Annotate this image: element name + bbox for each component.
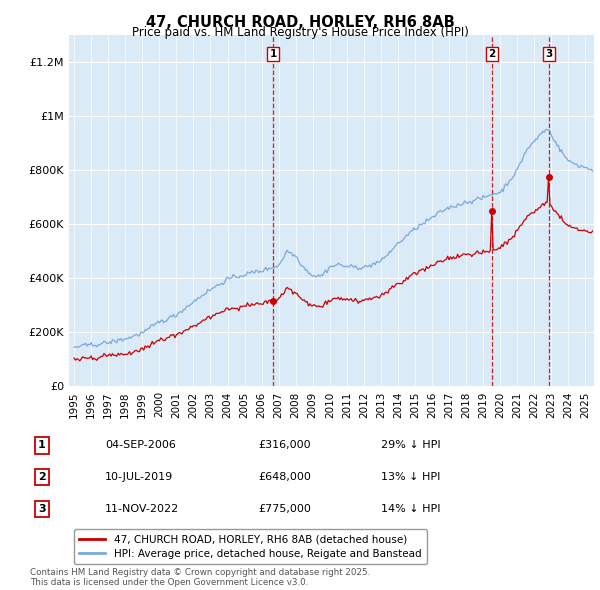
Text: 2: 2 xyxy=(38,473,46,482)
Legend: 47, CHURCH ROAD, HORLEY, RH6 8AB (detached house), HPI: Average price, detached : 47, CHURCH ROAD, HORLEY, RH6 8AB (detach… xyxy=(74,529,427,564)
Text: 14% ↓ HPI: 14% ↓ HPI xyxy=(381,504,440,514)
Text: 04-SEP-2006: 04-SEP-2006 xyxy=(105,441,176,450)
Text: Contains HM Land Registry data © Crown copyright and database right 2025.
This d: Contains HM Land Registry data © Crown c… xyxy=(30,568,370,587)
Text: 29% ↓ HPI: 29% ↓ HPI xyxy=(381,441,440,450)
Text: £316,000: £316,000 xyxy=(258,441,311,450)
Text: 3: 3 xyxy=(545,49,553,59)
Text: 2: 2 xyxy=(488,49,496,59)
Text: 10-JUL-2019: 10-JUL-2019 xyxy=(105,473,173,482)
Text: 13% ↓ HPI: 13% ↓ HPI xyxy=(381,473,440,482)
Text: Price paid vs. HM Land Registry's House Price Index (HPI): Price paid vs. HM Land Registry's House … xyxy=(131,26,469,39)
Text: 1: 1 xyxy=(269,49,277,59)
Text: £775,000: £775,000 xyxy=(258,504,311,514)
Text: 11-NOV-2022: 11-NOV-2022 xyxy=(105,504,179,514)
Text: 3: 3 xyxy=(38,504,46,514)
Text: 1: 1 xyxy=(38,441,46,450)
Text: 47, CHURCH ROAD, HORLEY, RH6 8AB: 47, CHURCH ROAD, HORLEY, RH6 8AB xyxy=(146,15,454,30)
Text: £648,000: £648,000 xyxy=(258,473,311,482)
